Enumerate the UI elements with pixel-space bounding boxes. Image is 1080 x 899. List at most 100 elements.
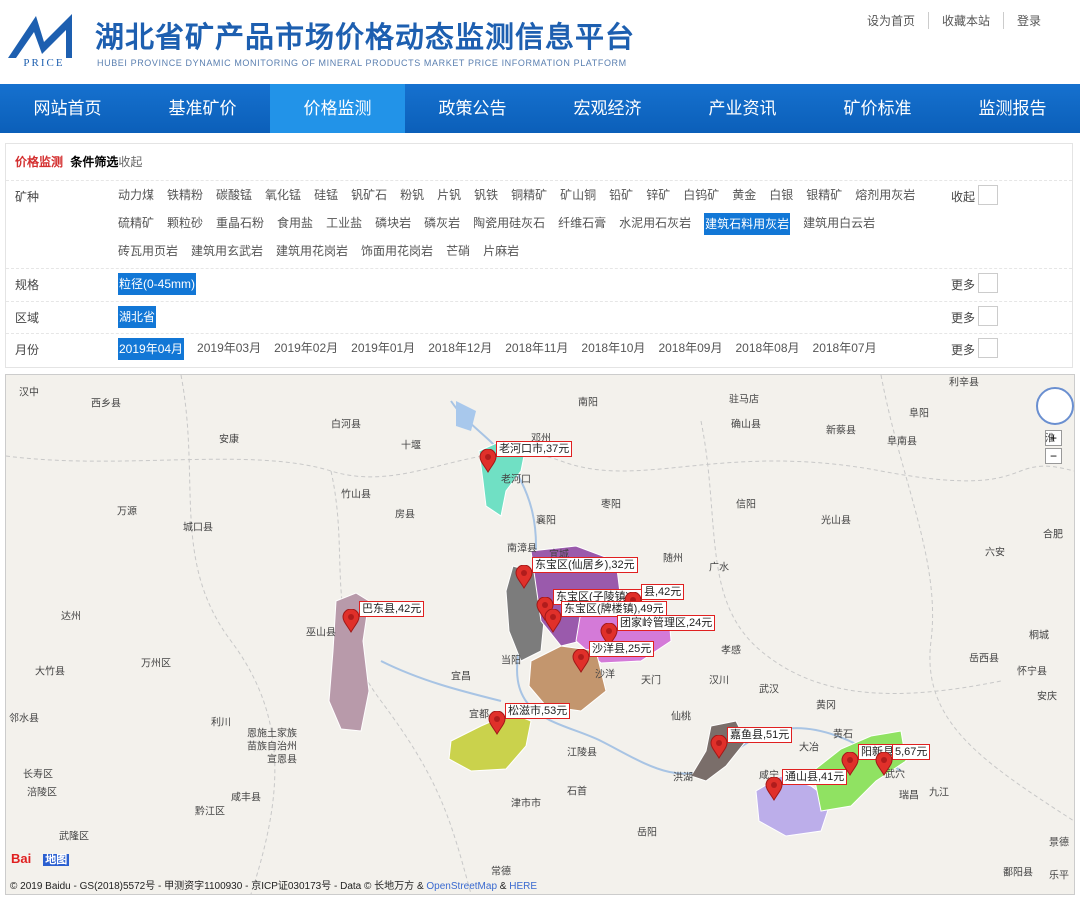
toggle-icon[interactable]	[978, 185, 998, 205]
nav-item[interactable]: 宏观经济	[573, 99, 642, 118]
filter-option[interactable]: 2018年12月	[428, 341, 493, 355]
filter-option[interactable]: 磷灰岩	[424, 216, 461, 230]
filter-option[interactable]: 2019年03月	[197, 341, 262, 355]
filter-option[interactable]: 硅锰	[314, 188, 339, 202]
filter-option[interactable]: 饰面用花岗岩	[361, 244, 434, 258]
filter-option[interactable]: 水泥用石灰岩	[619, 216, 692, 230]
toggle-icon[interactable]	[978, 273, 998, 293]
price-label[interactable]: 通山县,41元	[782, 769, 848, 785]
filter-option[interactable]: 钒矿石	[351, 188, 388, 202]
filter-option[interactable]: 2018年10月	[581, 341, 646, 355]
filter-toggle[interactable]: 收起	[951, 190, 976, 204]
price-label[interactable]: 老河口市,37元	[496, 441, 573, 457]
price-label[interactable]: 5,67元	[892, 744, 931, 760]
price-marker[interactable]	[710, 735, 728, 759]
filter-option[interactable]: 芒硝	[446, 244, 471, 258]
nav-item[interactable]: 政策公告	[438, 99, 507, 118]
price-marker[interactable]	[488, 711, 506, 735]
price-label[interactable]: 巴东县,42元	[359, 601, 425, 617]
filter-option[interactable]: 建筑用白云岩	[803, 216, 876, 230]
filter-option[interactable]: 陶瓷用硅灰石	[473, 216, 546, 230]
filter-option[interactable]: 片钒	[437, 188, 462, 202]
place-label: 桐城	[1029, 630, 1049, 642]
nav-item[interactable]: 网站首页	[33, 99, 102, 118]
filter-option[interactable]: 2019年01月	[351, 341, 416, 355]
filter-option[interactable]: 建筑用玄武岩	[191, 244, 264, 258]
price-marker[interactable]	[765, 777, 783, 801]
filter-option[interactable]: 白钨矿	[683, 188, 720, 202]
filter-toggle[interactable]: 更多	[951, 343, 976, 357]
nav-item[interactable]: 监测报告	[978, 99, 1047, 118]
filter-option[interactable]: 2018年09月	[658, 341, 723, 355]
filter-option[interactable]: 铜精矿	[511, 188, 548, 202]
price-label[interactable]: 团家岭管理区,24元	[617, 615, 716, 631]
filter-option[interactable]: 粒径(0-45mm)	[118, 273, 197, 295]
price-marker[interactable]	[544, 609, 562, 633]
filter-option[interactable]: 颗粒砂	[167, 216, 204, 230]
filter-option[interactable]: 湖北省	[118, 306, 157, 328]
filter-row: 矿种 动力煤 铁精粉 碳酸锰 氧化锰 硅锰 钒矿石 粉钒 片钒 钒铁 铜精矿 矿山铜 铅矿 锌矿 白钨矿 黄金…	[6, 180, 1072, 267]
filter-option[interactable]: 纤维石膏	[558, 216, 607, 230]
zoom-in[interactable]: +	[1045, 430, 1062, 446]
filter-option[interactable]: 2018年11月	[505, 341, 569, 355]
filter-option[interactable]: 粉钒	[400, 188, 425, 202]
filter-option[interactable]: 氧化锰	[265, 188, 302, 202]
toggle-icon[interactable]	[978, 306, 998, 326]
copyright-link[interactable]: OpenStreetMap	[426, 881, 498, 892]
filter-option[interactable]: 2019年04月	[118, 338, 185, 360]
price-label[interactable]: 松滋市,53元	[505, 703, 571, 719]
price-label[interactable]: 沙洋县,25元	[589, 641, 655, 657]
filter-option[interactable]: 2018年07月	[812, 341, 877, 355]
filter-option[interactable]: 铅矿	[609, 188, 634, 202]
map[interactable]: + − Bai 地图 © 2019 Baidu - GS(2018)5572号 -…	[5, 374, 1075, 895]
filter-option[interactable]: 钒铁	[474, 188, 499, 202]
price-label[interactable]: 东宝区(仙居乡),32元	[532, 557, 638, 573]
filter-option[interactable]: 银精矿	[806, 188, 843, 202]
filter-option[interactable]: 磷块岩	[375, 216, 412, 230]
copyright: © 2019 Baidu - GS(2018)5572号 - 甲测资字11009…	[10, 877, 537, 892]
filter-option[interactable]: 熔剂用灰岩	[855, 188, 916, 202]
filter-option[interactable]: 2019年02月	[274, 341, 339, 355]
filter-option[interactable]: 铁精粉	[167, 188, 204, 202]
filter-option[interactable]: 硫精矿	[118, 216, 155, 230]
filter-toggle[interactable]: 更多	[951, 278, 976, 292]
filter-option[interactable]: 2018年08月	[735, 341, 800, 355]
price-marker[interactable]	[515, 565, 533, 589]
filter-option[interactable]: 黄金	[732, 188, 757, 202]
filter-toggle[interactable]: 更多	[951, 311, 976, 325]
filter-option[interactable]: 矿山铜	[560, 188, 597, 202]
filter-option[interactable]: 重晶石粉	[216, 216, 265, 230]
price-label[interactable]: 县,42元	[641, 584, 685, 600]
place-label: 常德	[491, 866, 511, 878]
filter-option[interactable]: 食用盐	[277, 216, 314, 230]
nav-item[interactable]: 价格监测	[270, 84, 405, 133]
crumb[interactable]: 价格监测	[15, 155, 64, 169]
filter-option[interactable]: 片麻岩	[483, 244, 520, 258]
filter-option[interactable]: 白银	[769, 188, 794, 202]
top-link[interactable]: 收藏本站	[927, 12, 1003, 29]
price-marker[interactable]	[841, 752, 859, 776]
nav-item[interactable]: 产业资讯	[708, 99, 777, 118]
filter-option[interactable]: 动力煤	[118, 188, 155, 202]
zoom-out[interactable]: −	[1045, 448, 1062, 464]
filter-option[interactable]: 建筑用花岗岩	[276, 244, 349, 258]
nav-item[interactable]: 矿价标准	[843, 99, 912, 118]
filter-option[interactable]: 锌矿	[646, 188, 671, 202]
copyright-link[interactable]: HERE	[509, 881, 538, 892]
top-link[interactable]: 设为首页	[866, 14, 915, 28]
top-link[interactable]: 登录	[1002, 12, 1054, 29]
price-marker[interactable]	[600, 623, 618, 647]
filter-option[interactable]: 工业盐	[326, 216, 363, 230]
filter-option[interactable]: 砖瓦用页岩	[118, 244, 179, 258]
price-marker[interactable]	[479, 449, 497, 473]
price-marker[interactable]	[875, 752, 893, 776]
price-label[interactable]: 嘉鱼县,51元	[727, 727, 793, 743]
price-marker[interactable]	[572, 649, 590, 673]
filter-option[interactable]: 建筑石料用灰岩	[704, 213, 791, 235]
crumb-toggle[interactable]: 收起	[118, 155, 143, 169]
nav-item[interactable]: 基准矿价	[168, 99, 237, 118]
filter-option[interactable]: 碳酸锰	[216, 188, 253, 202]
price-marker[interactable]	[342, 609, 360, 633]
toggle-icon[interactable]	[978, 338, 998, 358]
price-label[interactable]: 东宝区(牌楼镇),49元	[561, 601, 667, 617]
